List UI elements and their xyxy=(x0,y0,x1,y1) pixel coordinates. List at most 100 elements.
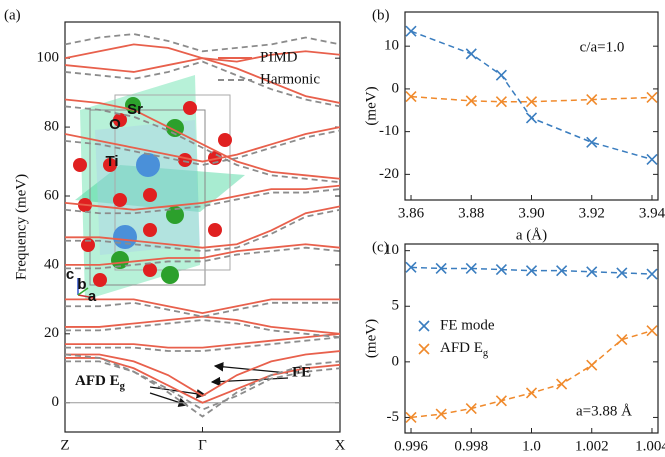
legend-label: PIMD xyxy=(260,49,298,65)
y-tick-label: 10 xyxy=(384,38,399,54)
y-tick-label: -5 xyxy=(387,409,400,425)
x-tick-label: 3.92 xyxy=(579,205,605,221)
y-tick-label: 0 xyxy=(392,80,400,96)
x-marker xyxy=(465,402,477,415)
x-marker xyxy=(525,96,538,108)
panel-label: (b) xyxy=(372,7,390,23)
crystal-inset xyxy=(73,75,245,300)
x-tick-label: 1.0 xyxy=(522,438,541,454)
y-axis-label: Frequency (meV) xyxy=(13,174,29,280)
y-tick-label: -20 xyxy=(379,166,399,182)
series-line xyxy=(410,30,653,161)
dispersion-curve xyxy=(65,208,340,253)
legend-label: AFD Eg xyxy=(440,340,489,359)
dispersion-curve xyxy=(65,332,340,349)
y-tick-label: 80 xyxy=(44,119,59,135)
dispersion-curve xyxy=(65,350,340,397)
x-tick-label: 1.002 xyxy=(575,438,609,454)
y-axis-label: (meV) xyxy=(363,319,379,358)
x-marker xyxy=(525,265,538,277)
x-marker xyxy=(646,268,658,280)
legend-label: FE mode xyxy=(440,317,495,333)
dispersion-curve xyxy=(65,336,340,352)
x-marker xyxy=(525,387,538,399)
x-marker xyxy=(616,334,628,346)
x-marker xyxy=(465,48,477,60)
dispersion-curve xyxy=(65,301,340,318)
x-marker xyxy=(435,262,447,275)
dispersion-curve xyxy=(65,243,340,266)
x-tick-label: Γ xyxy=(198,437,207,453)
annotation: FE xyxy=(292,364,311,380)
legend-label: Harmonic xyxy=(260,71,320,87)
x-marker xyxy=(465,262,477,275)
x-marker xyxy=(646,153,658,165)
dispersion-curve xyxy=(65,188,340,215)
y-tick-label: 40 xyxy=(44,256,59,272)
y-tick-label: 5 xyxy=(392,298,400,314)
dispersion-curve xyxy=(65,129,340,166)
x-marker xyxy=(556,265,568,277)
x-marker xyxy=(586,266,598,278)
inset-label: c xyxy=(66,266,74,283)
dispersion-curve xyxy=(65,60,340,108)
x-tick-label: 3.94 xyxy=(639,205,665,221)
x-marker xyxy=(556,378,568,390)
x-tick-label: X xyxy=(335,437,346,453)
panel-label: (c) xyxy=(372,239,389,255)
annotation: AFD Eg xyxy=(75,373,126,392)
dispersion-curve xyxy=(65,105,340,184)
x-marker xyxy=(586,94,598,106)
x-marker xyxy=(586,359,598,371)
inset-label: a xyxy=(88,288,97,305)
note: c/a=1.0 xyxy=(580,39,625,55)
inset-label: O xyxy=(109,116,121,133)
x-marker xyxy=(495,69,507,81)
x-tick-label: 0.996 xyxy=(394,438,428,454)
dispersion-curve xyxy=(65,357,340,404)
y-tick-label: 0 xyxy=(392,353,400,369)
x-tick-label: 1.004 xyxy=(635,438,665,454)
x-marker xyxy=(465,95,477,107)
y-tick-label: 0 xyxy=(52,394,60,410)
x-marker xyxy=(495,264,507,276)
x-tick-label: 0.998 xyxy=(454,438,488,454)
dispersion-curve xyxy=(65,205,340,249)
dispersion-curve xyxy=(65,353,340,418)
x-marker xyxy=(405,91,417,103)
dispersion-curve xyxy=(65,319,340,339)
x-marker xyxy=(405,25,417,37)
annotation-arrows xyxy=(149,362,289,407)
dispersion-curve xyxy=(65,33,340,53)
series-line xyxy=(410,95,653,103)
y-tick-label: 100 xyxy=(37,50,60,66)
x-marker xyxy=(586,136,598,148)
x-marker xyxy=(646,91,658,104)
y-tick-label: 20 xyxy=(44,325,59,341)
y-tick-label: -10 xyxy=(379,123,399,139)
dispersion-curve xyxy=(65,246,340,270)
x-tick-label: Z xyxy=(60,437,69,453)
dispersion-curve xyxy=(65,298,340,315)
x-marker xyxy=(405,261,417,273)
x-tick-label: 3.90 xyxy=(518,205,544,221)
inset-label: b xyxy=(77,276,86,293)
inset-label: Ti xyxy=(105,153,118,170)
dispersion-curve xyxy=(65,57,340,104)
x-tick-label: 3.86 xyxy=(398,205,425,221)
inset-label: Sr xyxy=(127,101,143,118)
legend-marker xyxy=(418,320,430,332)
dispersion-curve xyxy=(65,315,340,335)
y-axis-label: (meV) xyxy=(363,86,379,125)
x-marker xyxy=(495,96,507,108)
dispersion-curve xyxy=(65,184,340,211)
x-marker xyxy=(616,267,628,279)
x-marker xyxy=(405,411,417,424)
panel-label: (a) xyxy=(4,7,21,23)
y-tick-label: 10 xyxy=(384,242,399,258)
dispersion-curve xyxy=(65,98,340,180)
x-marker xyxy=(646,325,658,337)
note: a=3.88 Å xyxy=(576,403,632,419)
x-marker xyxy=(525,112,538,124)
